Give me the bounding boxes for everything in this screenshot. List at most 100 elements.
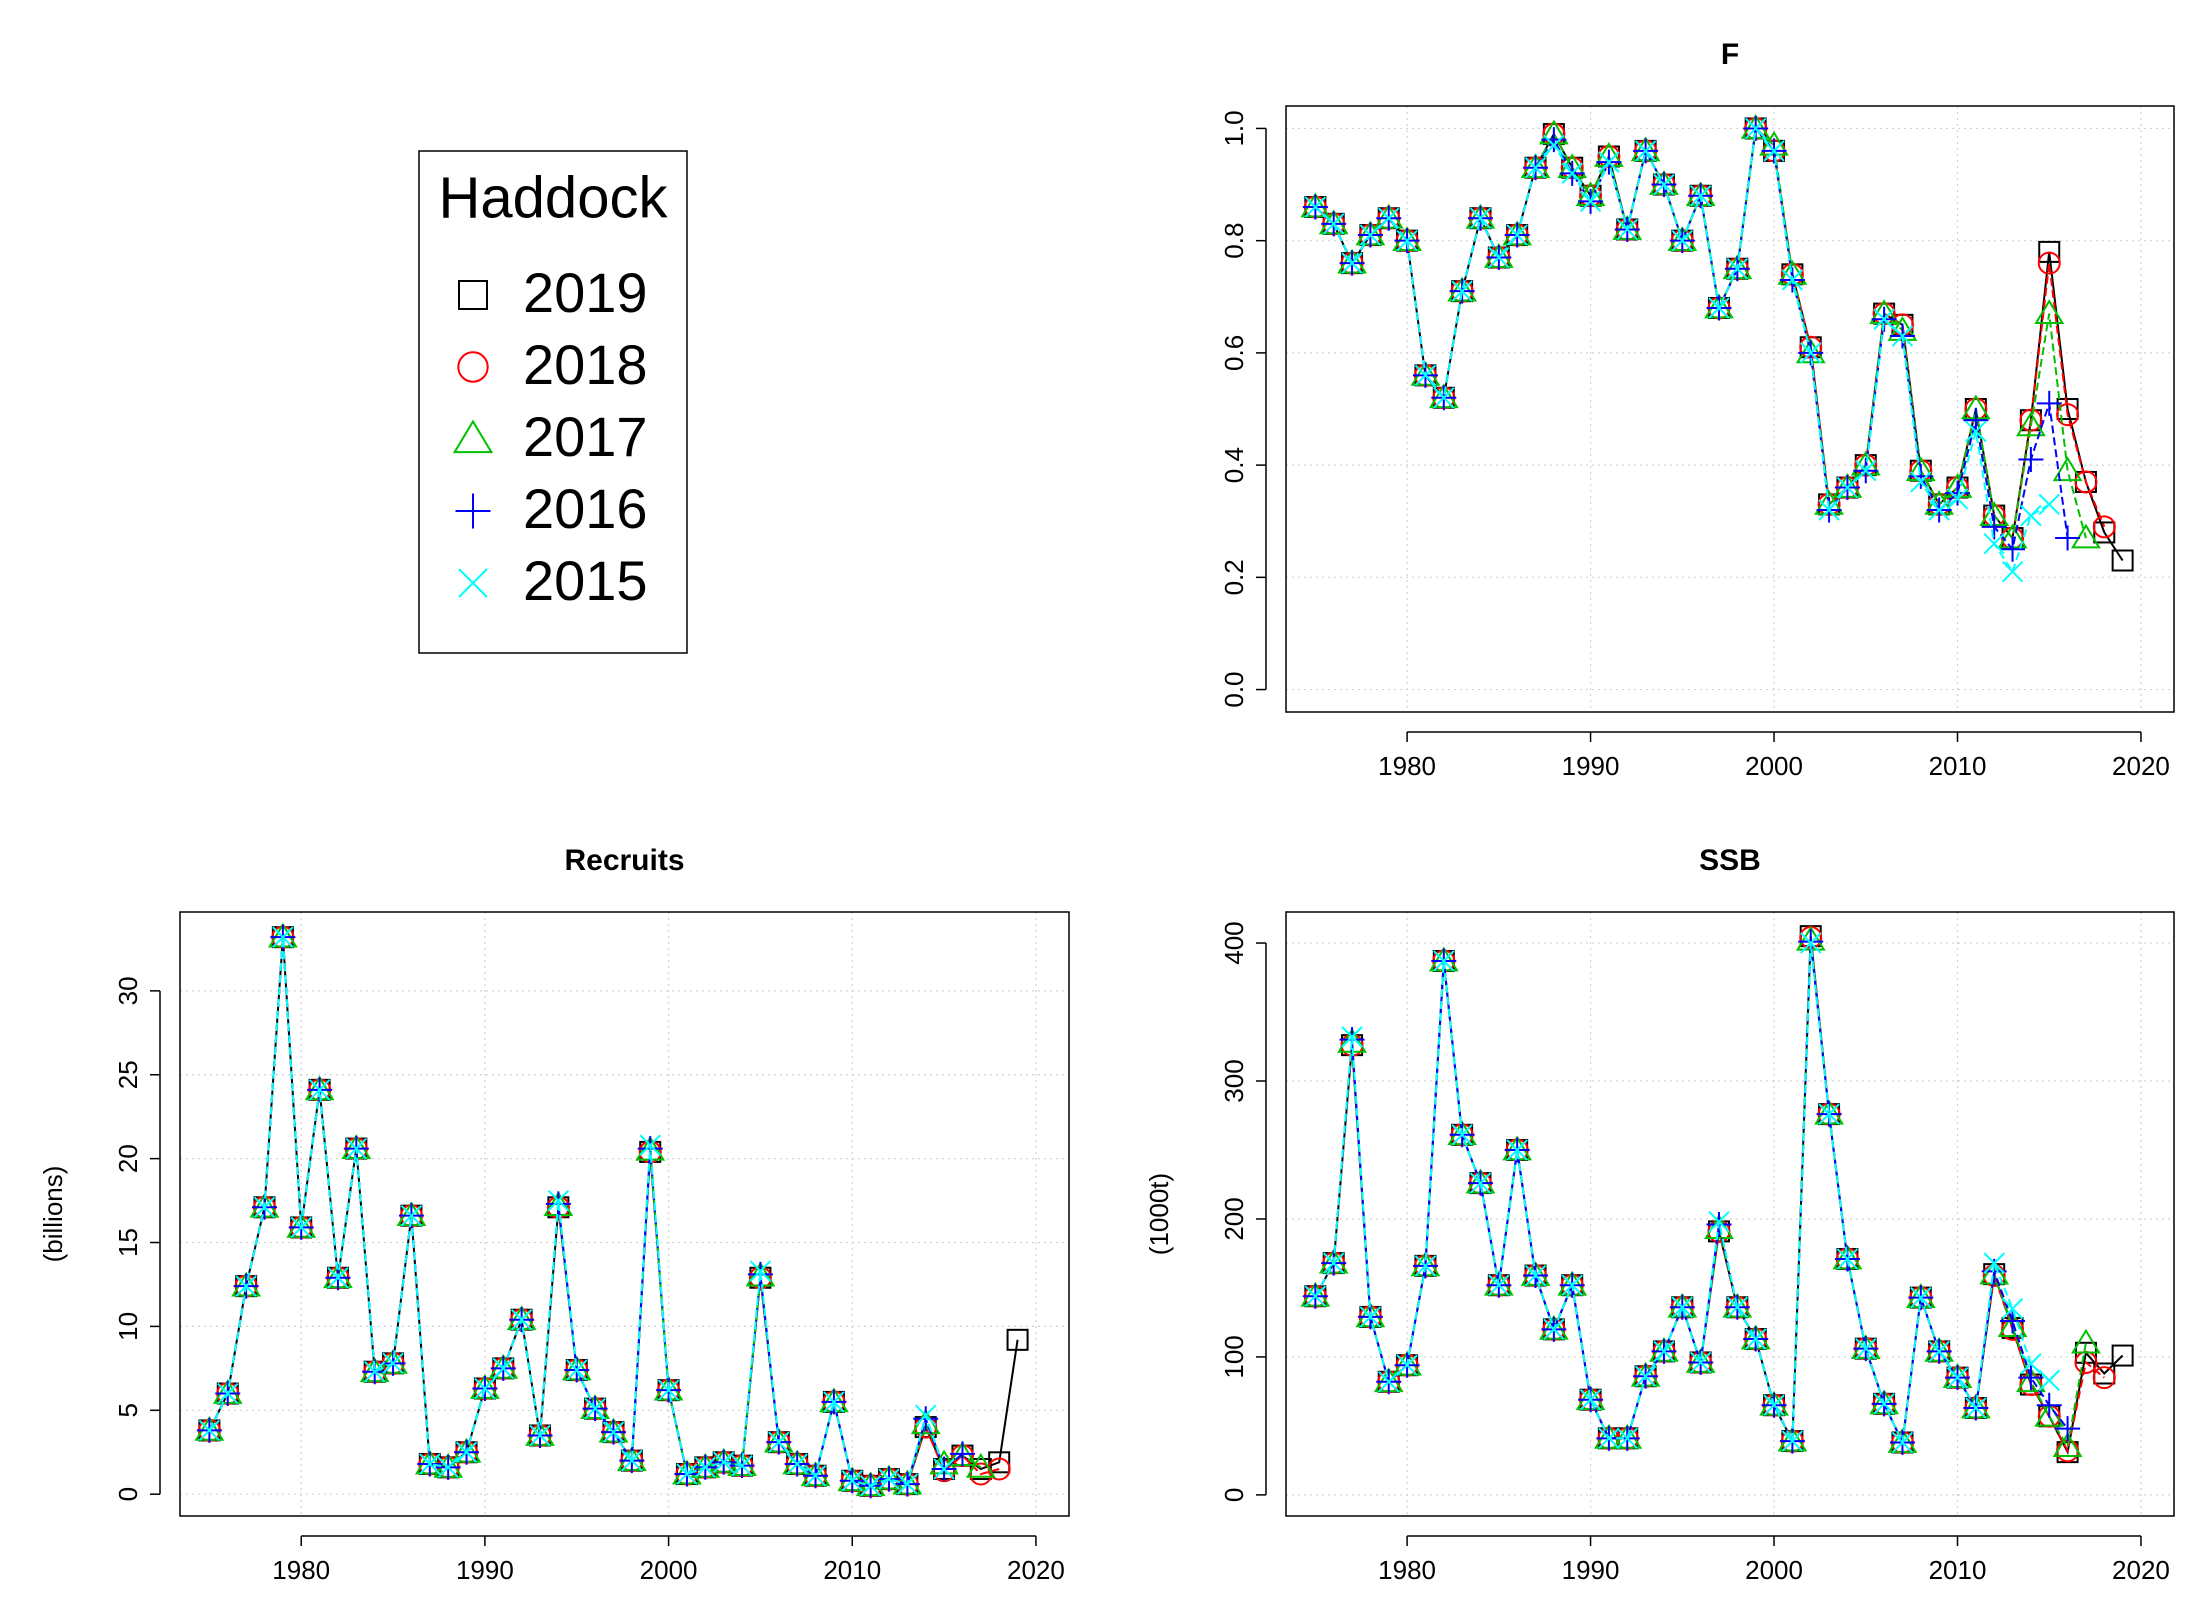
data-point [749,1260,772,1282]
data-point [1818,499,1840,521]
data-point [272,926,294,948]
data-point [694,1456,717,1479]
data-point [2020,1353,2042,1375]
data-point [913,1406,939,1432]
series-line [1314,937,2105,1454]
data-point [1946,488,1969,510]
y-tick-label: 15 [113,1228,143,1257]
data-point [804,1465,827,1487]
data-point [786,1453,808,1475]
data-point [1341,1026,1363,1048]
legend-marker [455,493,491,529]
plot-frame [1285,911,2175,1517]
data-point [731,1454,753,1477]
y-tick-label: 0.4 [1219,447,1249,483]
data-point [1708,297,1730,319]
data-point [1983,532,2005,555]
chart-title: F [1721,38,1739,71]
data-point [1634,140,1657,162]
data-point [1488,1274,1510,1296]
data-point [2000,1308,2026,1334]
data-point [474,1377,496,1400]
y-tick-label: 0 [113,1487,143,1501]
data-point [1524,1264,1547,1287]
y-tick-label: 30 [113,976,143,1005]
data-point [1543,1318,1565,1341]
data-point [2001,1297,2024,1320]
data-point [2001,561,2024,583]
data-point [1341,252,1363,274]
x-tick-label: 2000 [1745,751,1803,781]
data-point [419,1453,441,1475]
data-point [437,1456,459,1479]
data-point [547,1189,570,1212]
data-point [2038,1369,2060,1392]
data-point [1983,1252,2005,1274]
data-point [1744,1328,1767,1350]
data-point [1579,190,1602,213]
series-line [208,937,946,1487]
x-tick-label: 1980 [1378,1555,1436,1585]
data-point [1396,1354,1418,1376]
data-point [1910,471,1932,493]
data-point [1359,1306,1382,1328]
data-point [602,1421,625,1443]
y-tick-label: 10 [113,1312,143,1341]
series-line [1314,935,2124,1456]
data-point [2036,1392,2062,1418]
data-point [2055,525,2081,551]
data-point [1910,1286,1932,1309]
data-point [1541,127,1567,153]
data-point [2018,1365,2044,1391]
data-point [2074,470,2098,494]
data-point [1781,269,1804,291]
data-point [1981,514,2007,540]
data-point [1506,1139,1528,1161]
data-point [198,1419,221,1442]
data-point [2000,536,2026,562]
y-axis-label: (billions) [38,1166,68,1263]
data-point [841,1470,863,1492]
data-point [584,1397,606,1420]
data-point [823,1391,845,1413]
x-tick-label: 1980 [272,1555,330,1585]
data-point [253,1196,276,1218]
legend-marker [457,351,489,383]
data-point [2071,523,2101,549]
data-point [1304,196,1327,218]
data-point [2055,1416,2081,1442]
data-point [1689,1351,1712,1374]
data-point [1006,1328,1029,1351]
plot-frame [1285,105,2175,713]
x-tick-label: 2000 [1745,1555,1803,1585]
data-point [1524,157,1547,179]
data-point [1359,224,1382,246]
data-point [859,1475,882,1497]
x-tick-label: 2020 [1007,1555,1065,1585]
data-point [1689,185,1712,207]
data-point [2052,456,2083,482]
data-point [1469,207,1492,229]
data-point [768,1431,790,1453]
data-point [1653,173,1675,196]
data-point [1451,280,1473,302]
legend-marker [458,280,488,310]
data-point [1378,207,1400,229]
data-point [1469,1172,1492,1194]
y-axis-label: (1000t) [1144,1173,1174,1255]
data-point [2037,251,2061,275]
data-point [1598,151,1620,173]
chart-title: SSB [1699,844,1761,877]
data-point [1708,1211,1730,1233]
data-point [1800,342,1822,364]
data-point [492,1357,514,1380]
data-point [1451,1124,1473,1146]
chart-title: Recruits [564,844,684,877]
data-point [2034,299,2065,324]
data-point [1873,308,1895,330]
data-point [1506,224,1528,246]
y-tick-label: 300 [1219,1059,1249,1102]
series-line [1314,941,2069,1447]
data-point [1653,1340,1675,1363]
data-point [1891,1431,1914,1454]
